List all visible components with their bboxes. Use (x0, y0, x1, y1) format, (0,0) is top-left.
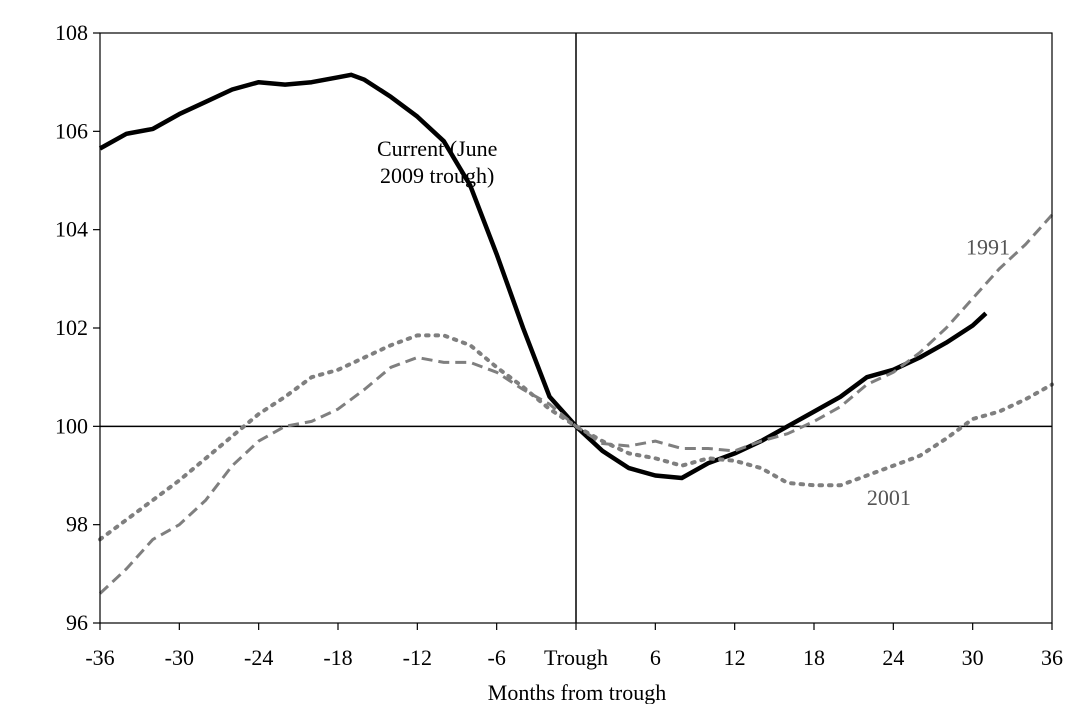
tick-labels: 96 98 100 102 104 106 108 -36 -30 -24 -18 -12 -6 Trou… (55, 20, 1063, 670)
y-tick-label: 98 (66, 512, 88, 537)
x-tick-label: 36 (1041, 645, 1063, 670)
series-line-2001 (98, 333, 1054, 542)
y-tick-label: 100 (55, 413, 88, 438)
x-tick-label: 24 (882, 645, 904, 670)
series-label-line: 2001 (867, 485, 911, 510)
y-tick-label: 96 (66, 610, 88, 635)
y-tick-label: 104 (55, 217, 88, 242)
series-label-line: Current (June (377, 136, 497, 161)
series-label-2001: 2001 (867, 485, 911, 510)
series-label-line: 2009 trough) (380, 163, 494, 188)
x-tick-label: Trough (544, 645, 608, 670)
x-tick-label: 30 (962, 645, 984, 670)
series-label-1991: 1991 (966, 234, 1010, 259)
x-tick-label: -18 (323, 645, 352, 670)
x-tick-label: 6 (650, 645, 661, 670)
x-tick-label: -36 (85, 645, 114, 670)
x-tick-label: 12 (724, 645, 746, 670)
x-tick-label: -24 (244, 645, 273, 670)
series-label-current: Current (June 2009 trough) (377, 136, 497, 188)
series-label-line: 1991 (966, 234, 1010, 259)
y-tick-label: 108 (55, 20, 88, 45)
y-tick-label: 102 (55, 315, 88, 340)
x-tick-label: -12 (403, 645, 432, 670)
y-tick-label: 106 (55, 118, 88, 143)
x-tick-label: -30 (165, 645, 194, 670)
tick-marks (93, 32, 1053, 630)
series-line-current (98, 72, 988, 481)
x-tick-label: -6 (488, 645, 506, 670)
x-axis-title: Months from trough (488, 680, 666, 704)
x-tick-label: 18 (803, 645, 825, 670)
series-labels: Current (June 2009 trough) 1991 2001 (377, 136, 1010, 510)
reference-lines (100, 33, 1052, 623)
series-lines (98, 72, 1054, 595)
